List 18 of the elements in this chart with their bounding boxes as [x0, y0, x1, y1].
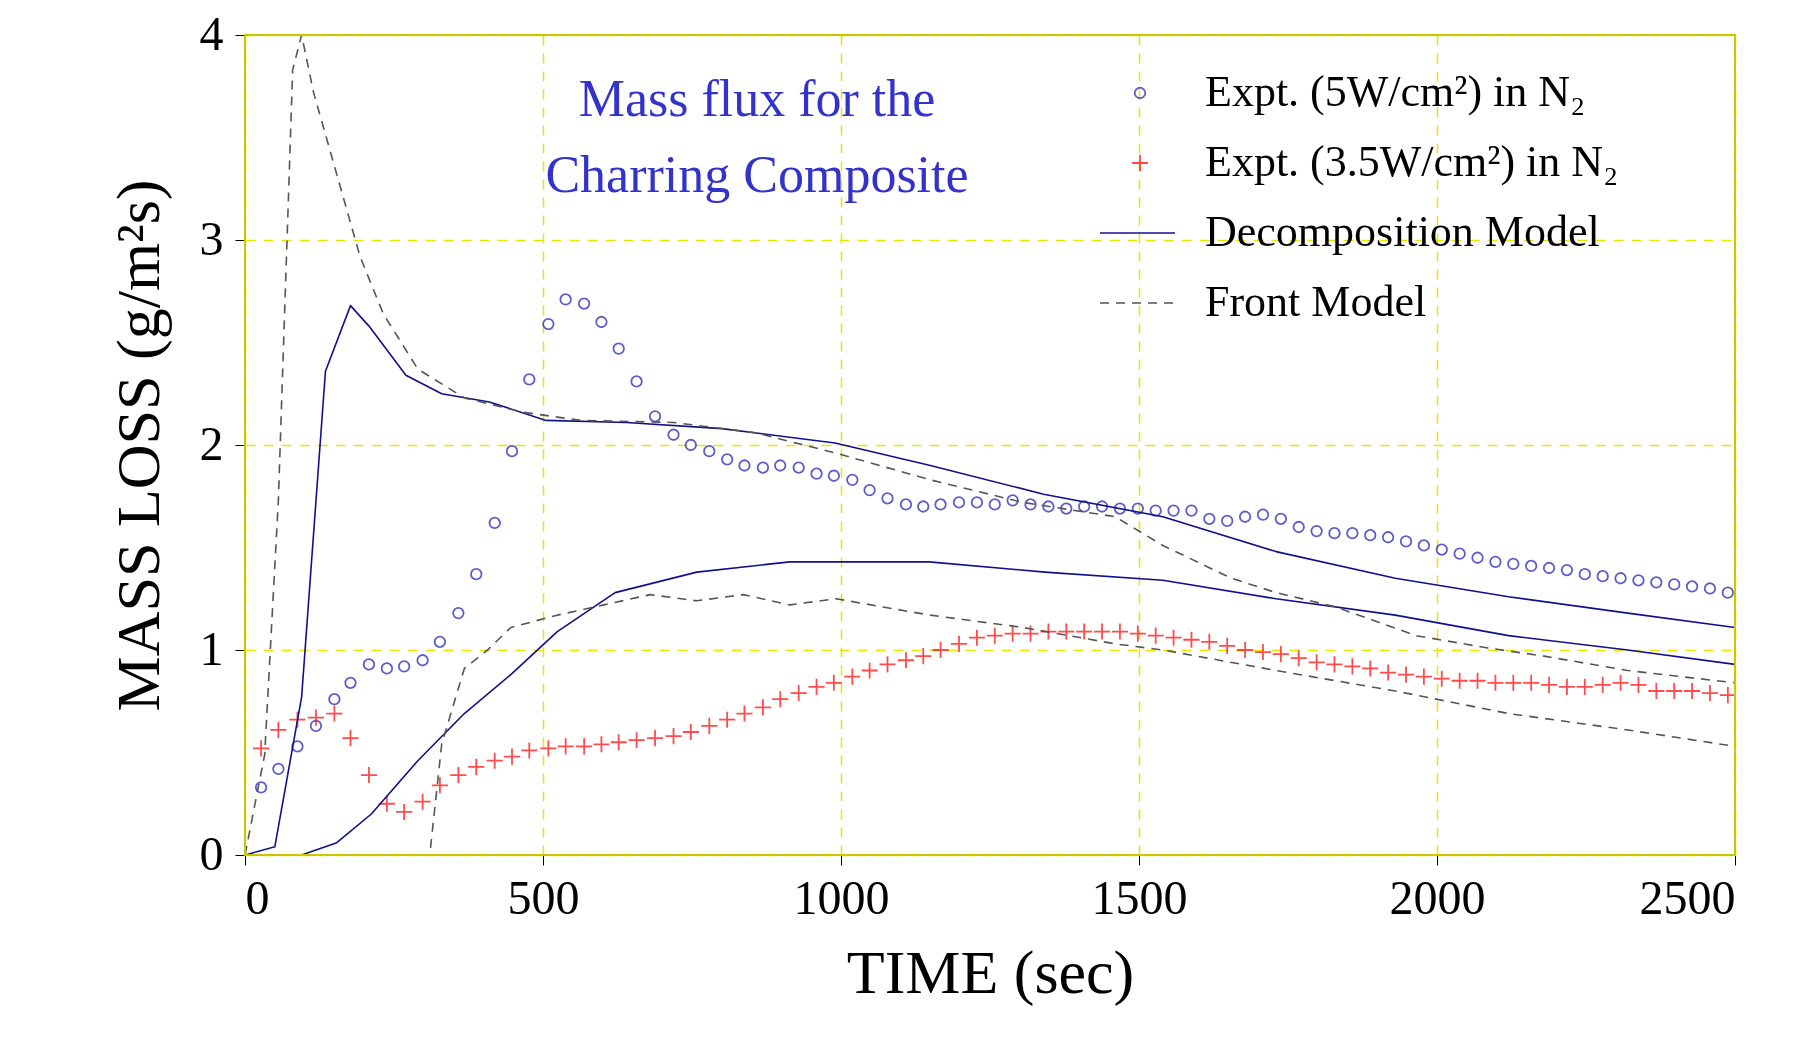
x-tick-label: 0	[245, 870, 270, 924]
x-tick-label: 2500	[1639, 870, 1736, 924]
x-axis-title: TIME (sec)	[846, 937, 1135, 1007]
legend-label: Decomposition Model	[1205, 207, 1600, 256]
x-tick-label: 2000	[1389, 870, 1486, 924]
y-tick-label: 1	[199, 621, 224, 675]
annotation: Mass flux for the Charring Composite	[545, 70, 969, 203]
y-axis-title: MASS LOSS (g/m²s)	[103, 179, 173, 712]
y-tick-label: 4	[199, 6, 224, 60]
x-tick-label: 1500	[1091, 870, 1188, 924]
y-tick-label: 0	[199, 826, 224, 880]
legend-label: Expt. (3.5W/cm²) in N₂	[1205, 137, 1619, 186]
y-tick-label: 2	[199, 416, 224, 470]
legend-label: Expt. (5W/cm²) in N₂	[1205, 67, 1586, 116]
x-tick-label: 500	[507, 870, 580, 924]
y-tick-label: 3	[199, 211, 224, 265]
legend-label: Front Model	[1205, 277, 1427, 326]
x-tick-label: 1000	[793, 870, 890, 924]
